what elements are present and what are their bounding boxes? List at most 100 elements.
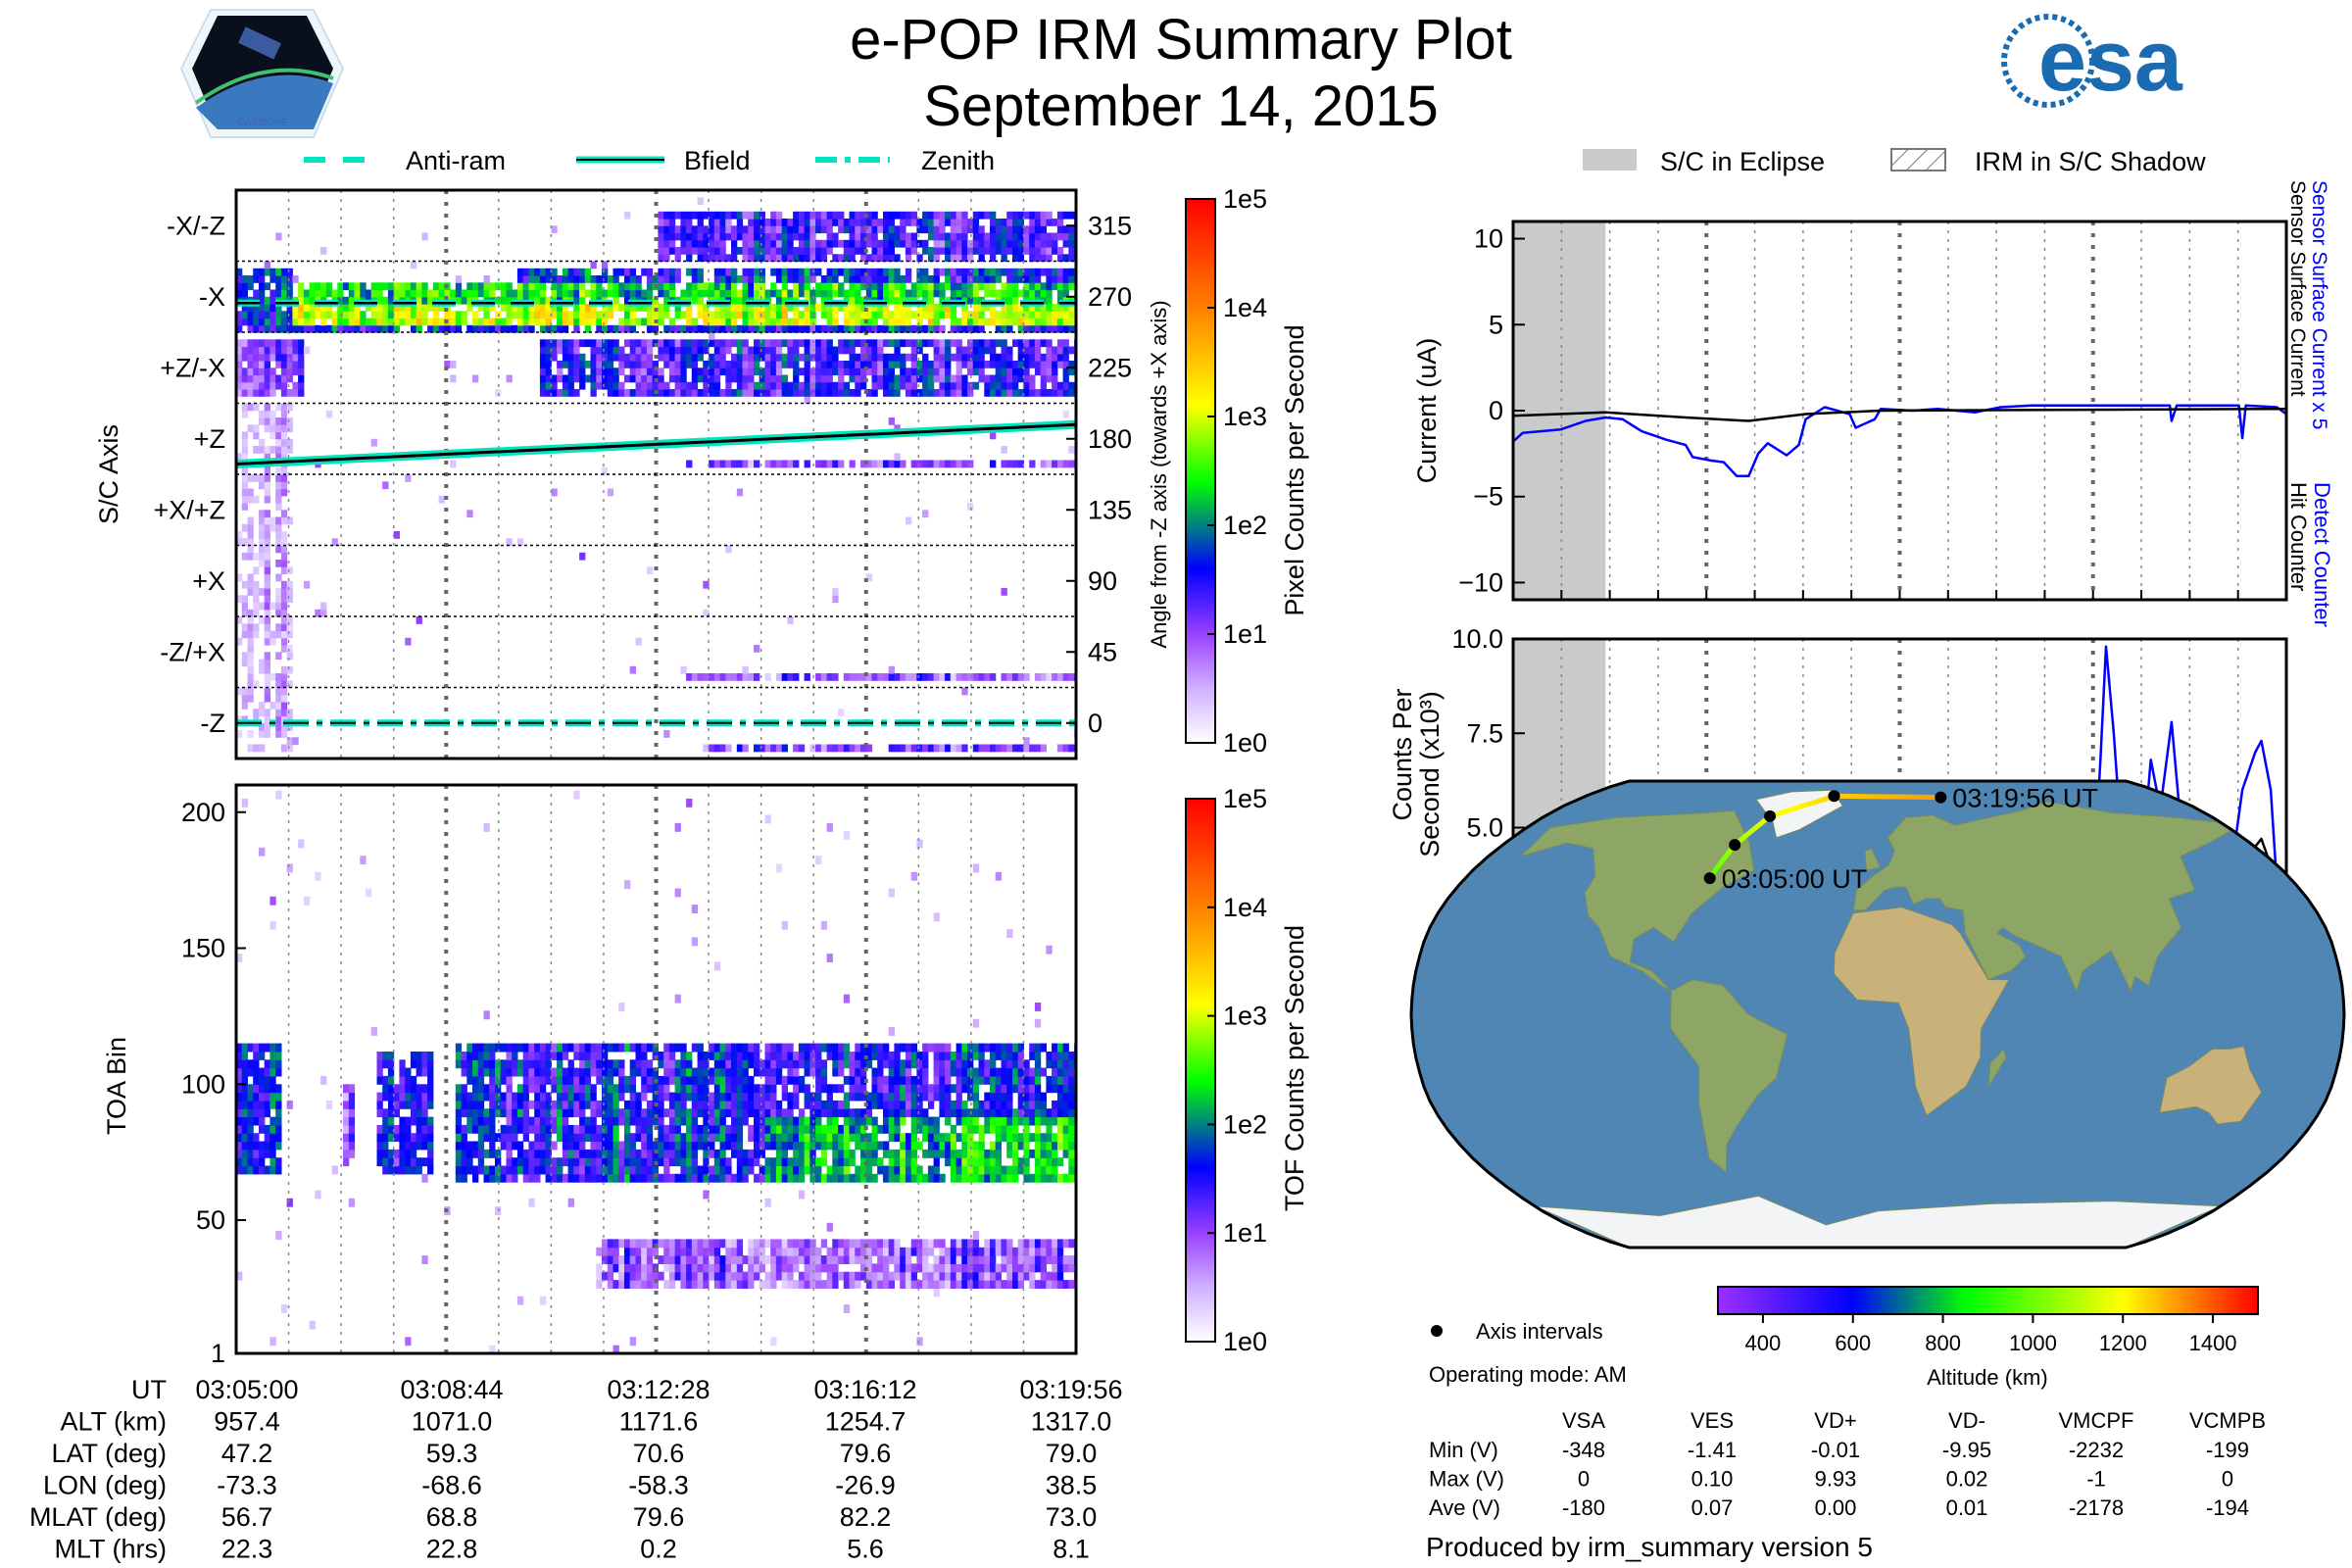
colorbar-tick-label: 1e3 — [1223, 402, 1267, 431]
spectrogram-cell — [900, 673, 906, 681]
spectrogram-cell — [343, 1157, 350, 1167]
spectrogram-cell — [748, 268, 755, 276]
spectrogram-cell — [629, 389, 636, 397]
spectrogram-cell — [713, 324, 721, 333]
spectrogram-cell — [370, 1027, 377, 1036]
spectrogram-cell — [815, 289, 822, 298]
spectrogram-cell — [950, 389, 957, 397]
spectrogram-cell — [764, 304, 771, 312]
spectrogram-cell — [731, 296, 738, 305]
spectrogram-cell — [748, 1059, 755, 1069]
spectrogram-cell — [545, 1100, 552, 1109]
spectrogram-cell — [663, 1108, 670, 1118]
spectrogram-cell — [849, 368, 856, 376]
spectrogram-cell — [754, 368, 760, 376]
spectrogram-cell — [455, 1141, 463, 1151]
spectrogram-cell — [286, 863, 293, 873]
spectrogram-cell — [466, 282, 473, 291]
spectrogram-cell — [1062, 254, 1069, 263]
spectrogram-cell — [557, 1084, 564, 1094]
spectrogram-cell — [466, 1043, 473, 1053]
spectrogram-cell — [579, 1124, 586, 1134]
spectrogram-cell — [967, 1173, 974, 1183]
spectrogram-cell — [855, 389, 861, 397]
spectrogram-cell — [905, 1165, 912, 1175]
spectrogram-cell — [635, 318, 642, 326]
spectrogram-cell — [387, 1052, 395, 1060]
spectrogram-cell — [793, 1075, 800, 1085]
spectrogram-cell — [815, 374, 822, 383]
spectrogram-cell — [557, 318, 564, 326]
spectrogram-cell — [612, 1124, 619, 1134]
spectrogram-cell — [343, 1133, 350, 1143]
spectrogram-cell — [883, 389, 890, 397]
spectrogram-cell — [1006, 673, 1013, 681]
spectrogram-cell — [972, 211, 980, 220]
spectrogram-cell — [787, 247, 794, 255]
spectrogram-cell — [1068, 389, 1075, 397]
spectrogram-cell — [764, 318, 771, 326]
spectrogram-cell — [1056, 460, 1064, 468]
spectrogram-cell — [427, 1084, 434, 1094]
spectrogram-cell — [709, 1075, 715, 1085]
spectrogram-cell — [860, 239, 867, 248]
spectrogram-cell — [843, 744, 851, 753]
spectrogram-cell — [748, 460, 755, 468]
spectrogram-cell — [798, 232, 806, 241]
spectrogram-cell — [567, 1157, 574, 1167]
spectrogram-cell — [775, 1059, 783, 1069]
spectrogram-cell — [635, 1173, 642, 1183]
spectrogram-cell — [927, 254, 935, 263]
spectrogram-cell — [860, 346, 867, 355]
spectrogram-cell — [883, 275, 890, 283]
spectrogram-cell — [646, 318, 654, 326]
spectrogram-cell — [618, 1271, 625, 1281]
spectrogram-cell — [956, 1116, 962, 1126]
spectrogram-cell — [590, 282, 597, 291]
spectrogram-cell — [764, 361, 771, 368]
spectrogram-cell — [894, 1059, 901, 1069]
spectrogram-cell — [759, 1280, 765, 1289]
spectrogram-cell — [697, 1092, 704, 1102]
spectrogram-cell — [849, 254, 856, 263]
spectrogram-cell — [253, 580, 260, 589]
spectrogram-cell — [602, 1271, 609, 1281]
spectrogram-cell — [798, 247, 806, 255]
spectrogram-cell — [483, 289, 490, 298]
spectrogram-cell — [534, 1059, 541, 1069]
spectrogram-cell — [697, 304, 704, 312]
spectrogram-cell — [275, 1084, 282, 1094]
spectrogram-cell — [522, 268, 529, 276]
spectrogram-cell — [978, 1149, 985, 1158]
spectrogram-cell — [871, 1043, 878, 1053]
spectrogram-cell — [646, 1141, 654, 1151]
spectrogram-cell — [804, 1059, 810, 1069]
spectrogram-cell — [360, 324, 367, 333]
spectrogram-cell — [815, 1043, 822, 1053]
spectrogram-cell — [877, 1280, 884, 1289]
spectrogram-cell — [927, 460, 935, 468]
spectrogram-cell — [815, 368, 822, 376]
spectrogram-cell — [1056, 304, 1064, 312]
spectrogram-cell — [410, 1116, 417, 1126]
spectrogram-cell — [725, 368, 732, 376]
spectrogram-cell — [495, 282, 502, 291]
spectrogram-cell — [832, 232, 839, 241]
spectrogram-cell — [663, 361, 670, 368]
spectrogram-cell — [933, 239, 940, 248]
spectrogram-cell — [264, 552, 270, 561]
spectrogram-cell — [697, 1075, 704, 1085]
spectrogram-cell — [770, 239, 777, 248]
spectrogram-cell — [618, 324, 625, 333]
spectrogram-cell — [668, 1092, 676, 1102]
spectrogram-cell — [709, 1247, 715, 1256]
spectrogram-cell — [1034, 254, 1042, 263]
spectrogram-cell — [1023, 282, 1030, 291]
spectrogram-cell — [713, 1116, 721, 1126]
spectrogram-cell — [731, 389, 738, 397]
spectrogram-cell — [865, 1059, 873, 1069]
spectrogram-cell — [798, 381, 806, 390]
spectrogram-cell — [370, 311, 377, 319]
spectrogram-cell — [387, 1075, 395, 1085]
spectrogram-cell — [781, 1271, 788, 1281]
